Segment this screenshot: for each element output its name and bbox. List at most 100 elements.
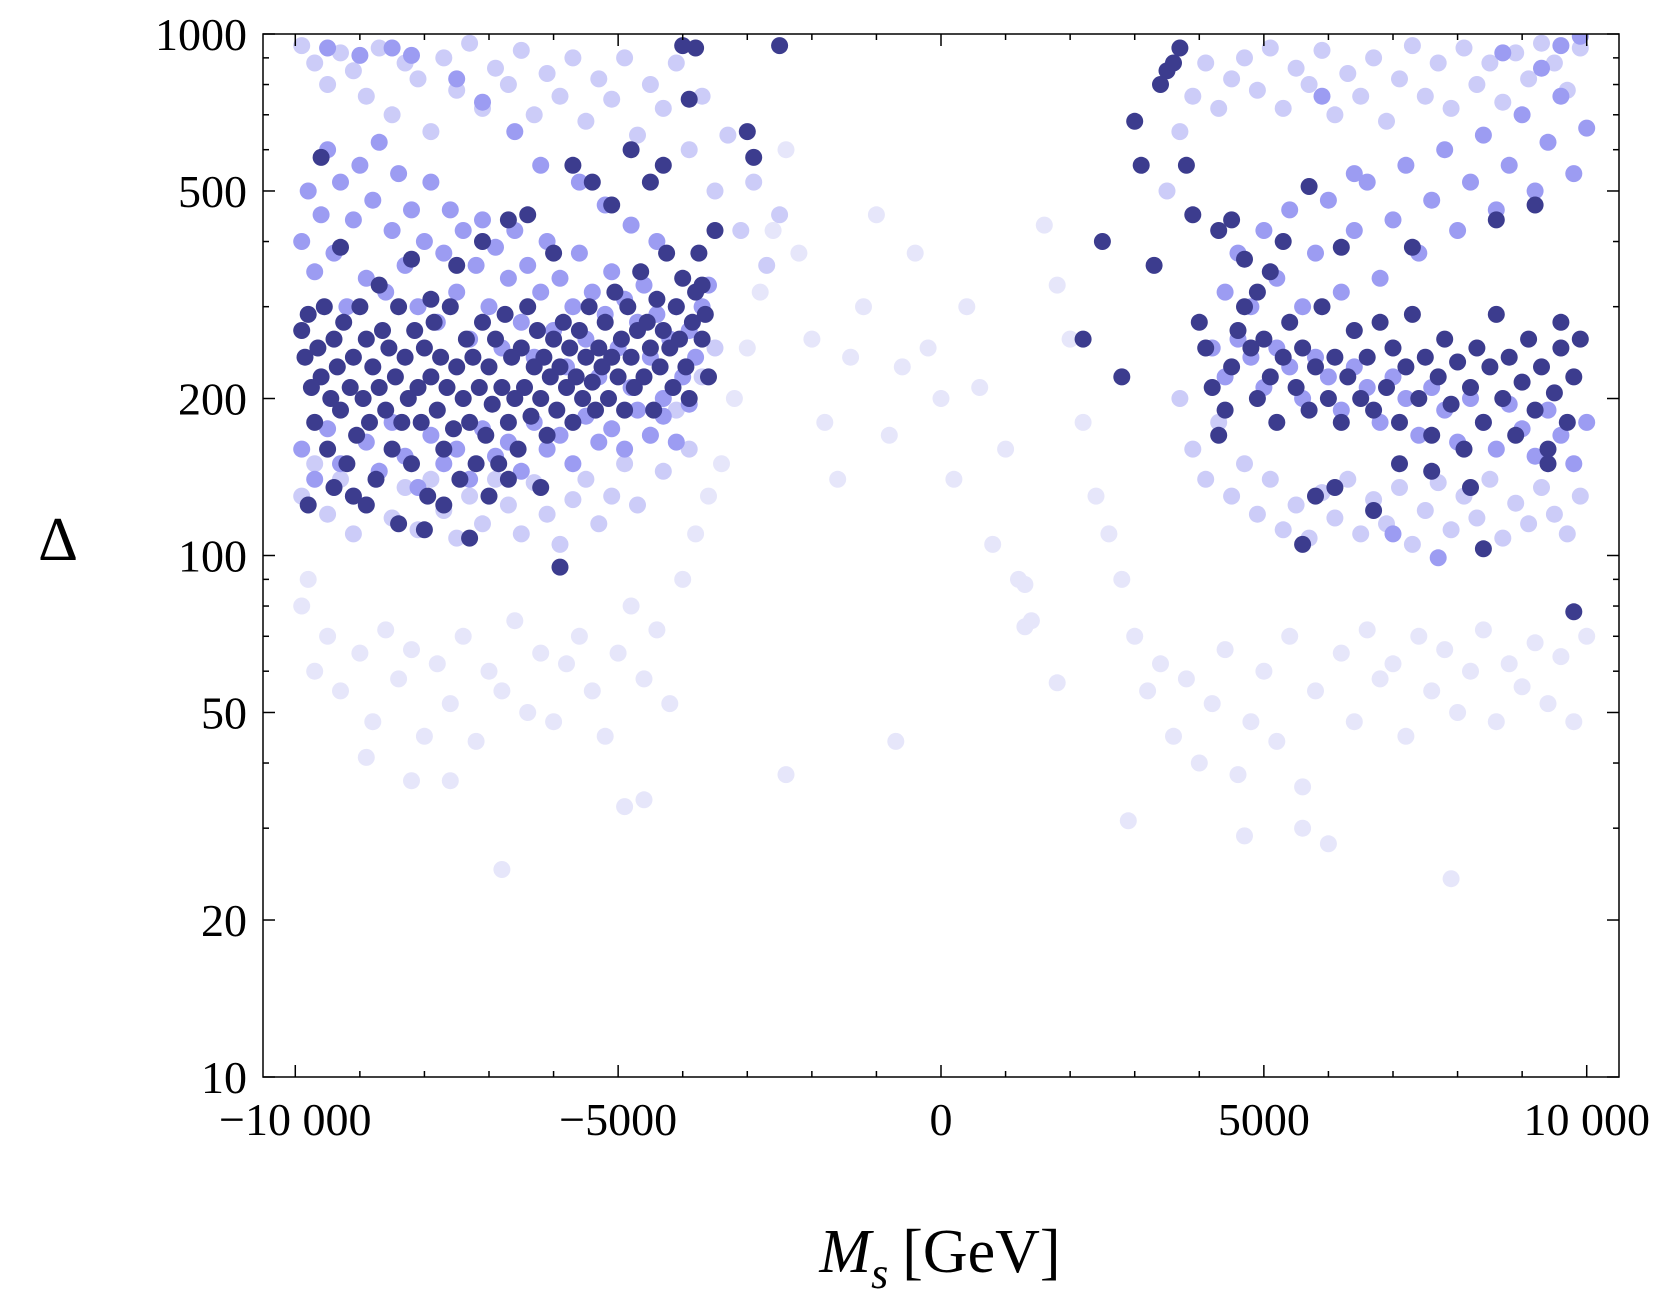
scatter-point-s1-29 [667,54,685,72]
scatter-point-s3-118 [674,269,692,287]
scatter-point-s3-187 [1268,413,1286,431]
scatter-point-s1-128 [1481,470,1499,488]
scatter-point-s2-29 [480,298,498,316]
scatter-point-s1-58 [551,535,569,553]
scatter-point-s3-79 [548,401,566,419]
x-axis-title: Ms [GeV] [818,1218,1060,1298]
scatter-point-s0-60 [1074,413,1092,431]
scatter-point-s0-27 [648,621,666,639]
scatter-point-s3-209 [1410,390,1428,407]
scatter-point-s3-206 [1391,413,1408,431]
scatter-point-s3-91 [587,401,604,419]
scatter-point-s3-62 [493,379,511,396]
scatter-point-s2-27 [467,256,485,274]
scatter-point-s2-170 [1494,44,1512,62]
scatter-point-s1-39 [306,455,324,473]
scatter-point-s2-22 [435,244,453,262]
y-tick-label: 50 [201,687,247,738]
scatter-point-s2-110 [1255,222,1273,239]
scatter-point-s0-109 [1236,827,1253,845]
scatter-point-s3-98 [609,368,627,386]
scatter-point-s3-219 [1474,413,1492,431]
scatter-point-s0-81 [1345,713,1363,731]
scatter-point-s1-74 [1197,54,1215,72]
scatter-point-s2-146 [1332,401,1350,419]
scatter-point-s0-47 [906,244,924,262]
scatter-point-s0-90 [1462,662,1479,680]
scatter-point-s2-117 [1345,222,1363,239]
scatter-point-s0-87 [1423,682,1441,700]
scatter-point-s1-82 [1300,76,1318,93]
scatter-point-s2-45 [583,283,601,301]
y-tick-label: 500 [178,166,247,217]
scatter-point-s3-19 [354,390,372,407]
scatter-point-s1-97 [1494,93,1512,111]
scatter-point-s0-57 [1035,216,1053,234]
scatter-point-s1-73 [1184,87,1202,105]
scatter-point-s3-66 [506,390,524,407]
scatter-point-s2-18 [409,298,427,316]
scatter-point-s1-48 [422,470,440,488]
scatter-point-s0-24 [609,644,627,662]
scatter-point-s1-24 [603,90,621,108]
scatter-point-s0-106 [403,772,420,790]
scatter-point-s3-36 [409,379,427,396]
scatter-point-s3-154 [674,37,692,55]
scatter-point-s1-85 [1339,65,1357,82]
scatter-point-s3-155 [687,39,705,57]
scatter-point-s3-109 [645,401,663,419]
scatter-point-s1-37 [771,206,789,224]
scatter-point-s3-136 [532,479,550,496]
scatter-point-s1-84 [1326,106,1344,124]
scatter-point-s3-57 [477,426,495,444]
scatter-point-s3-9 [322,390,340,407]
scatter-point-s3-128 [344,487,362,505]
scatter-point-s3-112 [654,322,672,339]
scatter-point-s3-24 [370,379,388,396]
scatter-point-s3-4 [306,413,324,431]
scatter-point-s3-138 [312,148,330,166]
scatter-point-s3-131 [415,521,433,539]
scatter-point-s1-1 [306,54,324,72]
scatter-point-s2-123 [1423,191,1441,209]
scatter-point-s3-41 [425,313,443,331]
scatter-point-s1-71 [1158,182,1176,200]
scatter-point-s3-205 [1384,339,1402,357]
scatter-point-s3-10 [325,330,343,348]
scatter-point-s2-102 [532,156,550,174]
scatter-point-s3-32 [396,348,414,366]
scatter-point-s1-88 [1378,112,1395,130]
scatter-point-s3-115 [664,379,682,396]
scatter-point-s1-121 [1391,479,1408,496]
scatter-point-s3-55 [470,379,488,396]
scatter-point-s2-56 [654,390,672,407]
scatter-point-s1-113 [1287,496,1305,514]
scatter-point-s3-48 [448,358,466,376]
scatter-point-s1-28 [654,99,672,117]
scatter-point-s3-61 [490,455,508,473]
scatter-point-s3-56 [474,313,491,331]
scatter-point-s2-161 [1526,447,1544,465]
scatter-point-s0-84 [1384,655,1402,673]
scatter-point-s3-47 [445,420,462,438]
y-tick-label: 20 [201,895,247,946]
scatter-point-s3-148 [564,156,582,174]
scatter-point-s3-183 [1242,339,1260,357]
scatter-point-s0-100 [493,861,511,878]
scatter-point-s3-35 [406,322,424,339]
scatter-point-s2-114 [1307,244,1324,262]
scatter-point-s2-30 [487,238,504,256]
scatter-point-s3-169 [1152,76,1169,93]
scatter-point-s3-197 [1332,413,1350,431]
scatter-point-s2-129 [1500,156,1518,174]
scatter-point-s2-115 [1319,191,1337,209]
scatter-point-s2-172 [1552,37,1570,55]
scatter-point-s3-29 [386,368,404,386]
scatter-point-s3-43 [432,348,450,366]
scatter-point-s3-229 [1539,440,1557,458]
scatter-point-s2-76 [448,440,466,458]
scatter-point-s1-15 [487,59,504,77]
scatter-point-s3-178 [1210,426,1228,444]
scatter-point-s3-101 [619,298,637,316]
scatter-point-s0-13 [467,732,485,750]
